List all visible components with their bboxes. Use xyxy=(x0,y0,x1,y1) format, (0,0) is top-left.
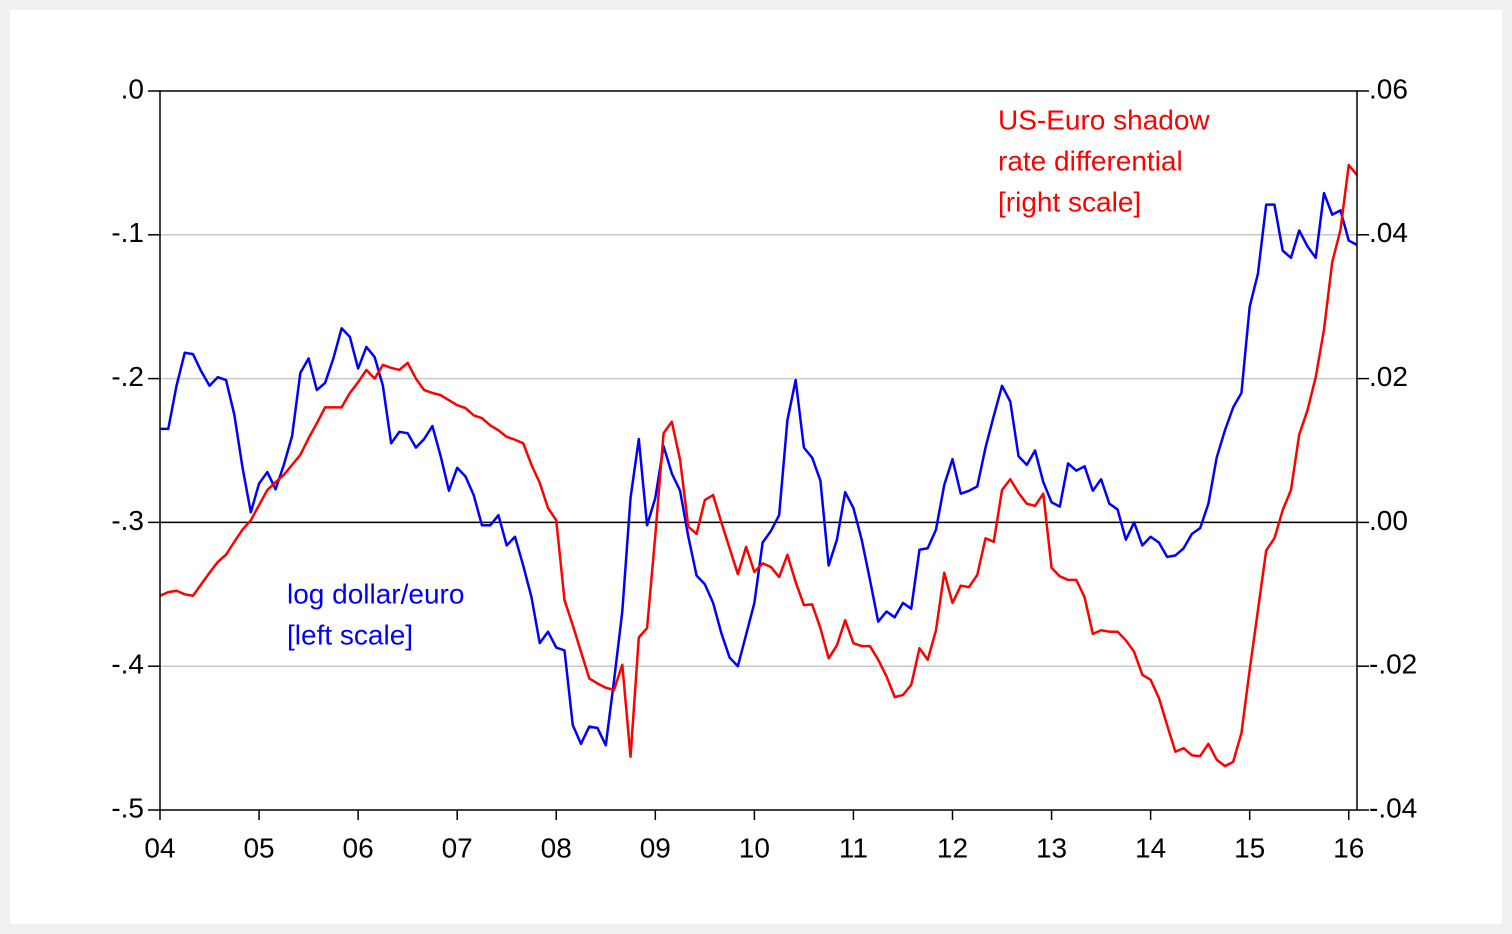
x-tick-label: 06 xyxy=(343,832,374,863)
x-tick-label: 16 xyxy=(1333,832,1364,863)
x-tick-label: 11 xyxy=(839,832,868,863)
y2-tick-label: .04 xyxy=(1369,217,1408,248)
x-tick-label: 09 xyxy=(640,832,671,863)
x-tick-label: 07 xyxy=(442,832,473,863)
x-tick-label: 05 xyxy=(243,832,274,863)
y2-tick-label: -.04 xyxy=(1369,792,1417,823)
annotation: US-Euro shadow xyxy=(998,104,1210,135)
y-tick-label: -.1 xyxy=(111,217,144,248)
y2-tick-label: .00 xyxy=(1369,505,1408,536)
x-tick-label: 04 xyxy=(144,832,175,863)
y-tick-label: -.2 xyxy=(111,361,144,392)
y2-tick-label: .06 xyxy=(1369,73,1408,104)
x-tick-label: 10 xyxy=(739,832,770,863)
x-tick-label: 13 xyxy=(1036,832,1067,863)
annotation: rate differential xyxy=(998,145,1183,176)
series-line xyxy=(159,163,1358,768)
x-tick-label: 15 xyxy=(1234,832,1265,863)
y-tick-label: .0 xyxy=(121,73,144,104)
plot-frame xyxy=(159,90,1358,811)
annotation: [left scale] xyxy=(287,619,413,650)
y-tick-label: -.4 xyxy=(111,649,144,680)
annotation: [right scale] xyxy=(998,186,1141,217)
x-tick-label: 08 xyxy=(541,832,572,863)
y-tick-label: -.3 xyxy=(111,505,144,536)
y2-tick-label: -.02 xyxy=(1369,649,1417,680)
x-tick-label: 14 xyxy=(1135,832,1166,863)
series-line xyxy=(160,191,1358,747)
chart-background xyxy=(10,10,1502,924)
annotation: log dollar/euro xyxy=(287,578,464,609)
x-tick-label: 12 xyxy=(937,832,968,863)
y-tick-label: -.5 xyxy=(111,792,144,823)
y2-tick-label: .02 xyxy=(1369,361,1408,392)
